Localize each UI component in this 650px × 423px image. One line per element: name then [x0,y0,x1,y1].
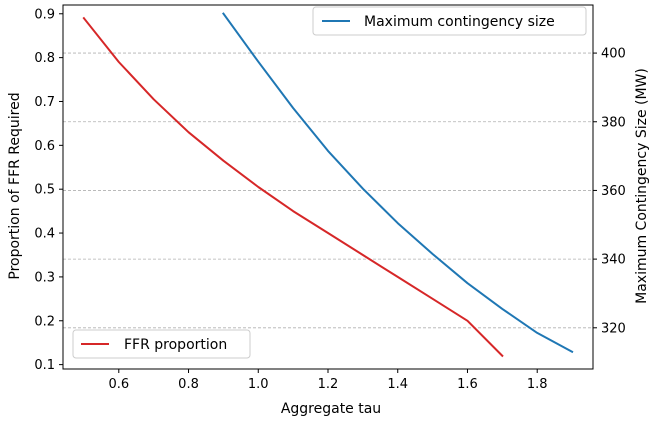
left-y-tick-label: 0.2 [34,314,55,329]
right-y-axis-label: Maximum Contingency Size (MW) [634,68,650,304]
legend-contingency: Maximum contingency size [312,6,587,36]
legend-ffr-box [72,329,251,359]
left-y-tick-label: 0.5 [34,183,55,198]
left-y-axis-ticks: 0.1 0.2 0.3 0.4 0.5 0.6 0.7 0.8 0.9 [34,7,63,373]
x-tick-label: 1.6 [457,377,478,392]
right-y-tick-label: 380 [601,115,626,130]
x-tick-label: 0.6 [108,377,129,392]
x-axis-label: Aggregate tau [281,401,381,417]
left-y-tick-label: 0.3 [34,270,55,285]
x-axis-ticks: 0.6 0.8 1.0 1.2 1.4 1.6 1.8 [108,369,548,392]
right-y-tick-label: 340 [601,253,626,268]
right-y-tick-label: 360 [601,184,626,199]
legend-ffr: FFR proportion [72,329,251,359]
ffr-proportion-line [82,16,504,358]
legend-contingency-box [312,6,587,36]
left-y-tick-label: 0.8 [34,51,55,66]
x-tick-label: 1.8 [527,377,548,392]
right-axis-gridlines [63,52,593,329]
legend-contingency-label: Maximum contingency size [364,14,555,30]
left-y-tick-label: 0.6 [34,139,55,154]
x-tick-label: 1.2 [318,377,339,392]
left-y-axis-label: Proportion of FFR Required [7,92,23,279]
x-tick-label: 0.8 [178,377,199,392]
legend-ffr-label: FFR proportion [124,337,227,353]
plot-frame [62,4,594,370]
right-y-axis-ticks: 320 340 360 380 400 [593,47,626,336]
x-tick-label: 1.4 [387,377,408,392]
series-layer [82,12,574,358]
left-y-tick-label: 0.9 [34,7,55,22]
left-y-tick-label: 0.4 [34,227,55,242]
right-y-tick-label: 400 [601,47,626,62]
contingency-size-line [222,12,574,354]
left-y-tick-label: 0.1 [34,358,55,373]
left-y-tick-label: 0.7 [34,95,55,110]
x-tick-label: 1.0 [248,377,269,392]
right-y-tick-label: 320 [601,321,626,336]
